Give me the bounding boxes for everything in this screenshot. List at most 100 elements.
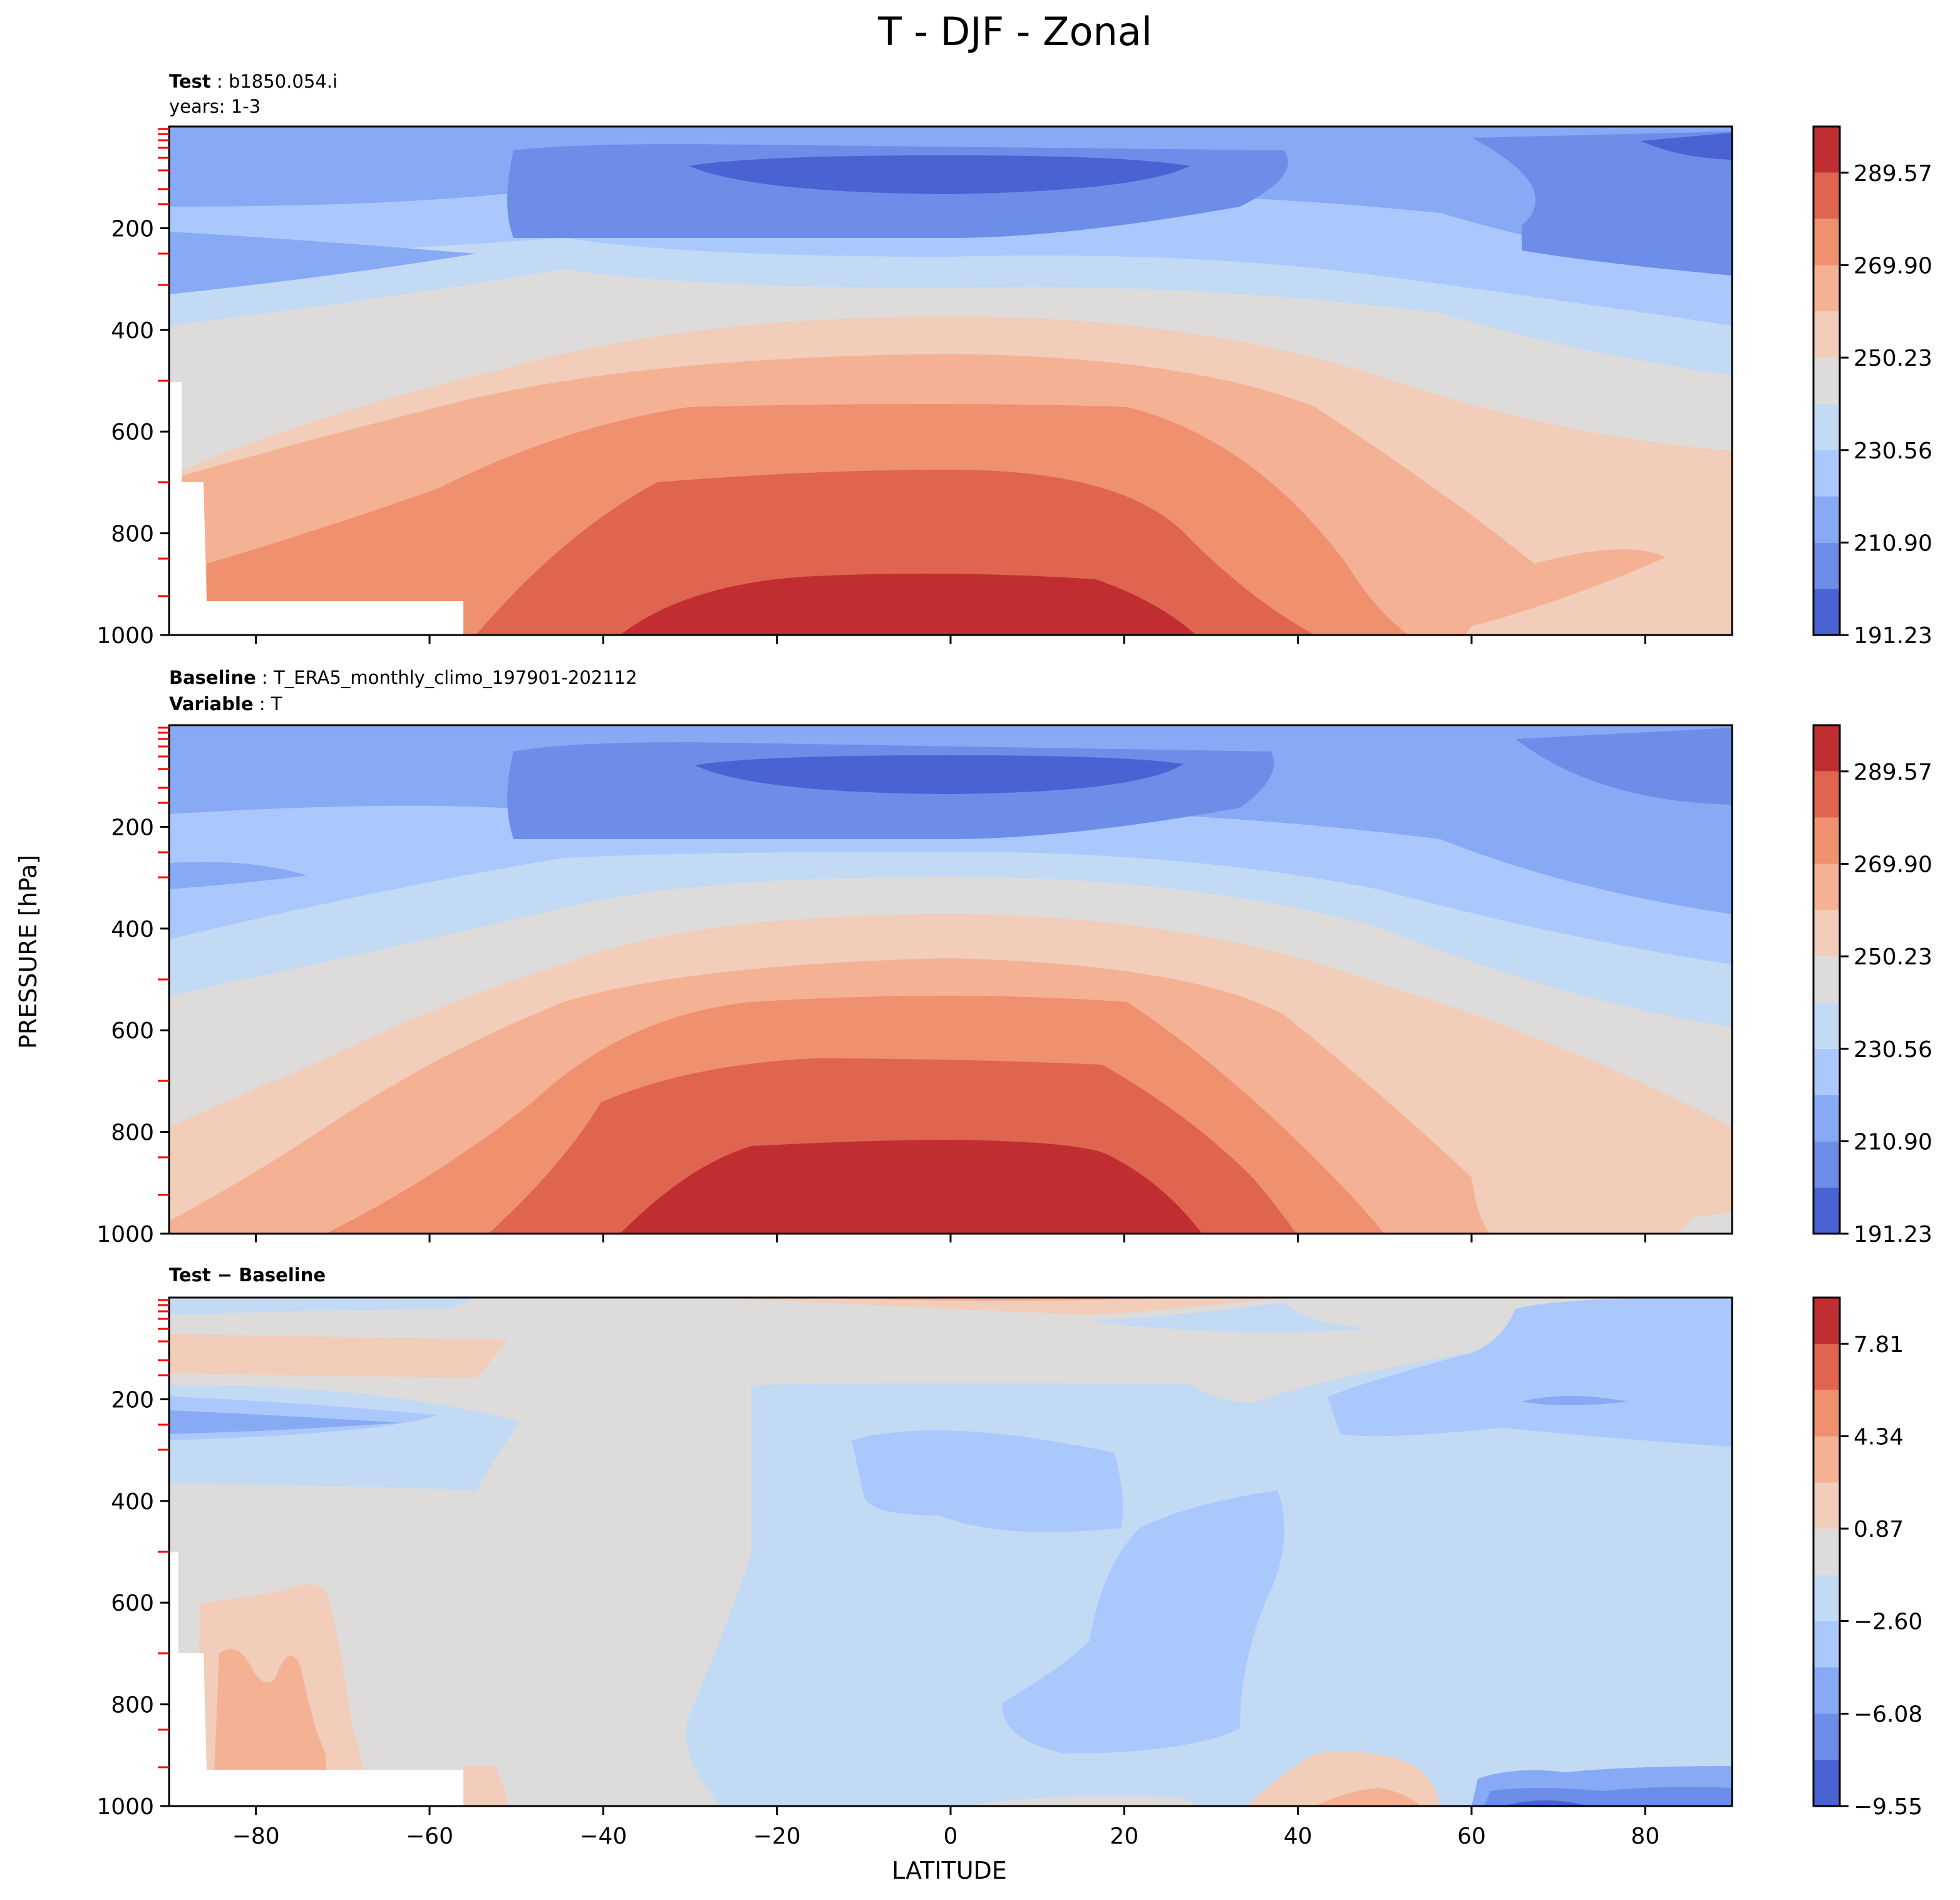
colorbar-segment: [1813, 1760, 1840, 1806]
colorbar-segment: [1813, 1343, 1840, 1390]
panel-test-header-line1: Test : b1850.054.i: [169, 71, 338, 92]
colorbar-segment: [1813, 1529, 1840, 1575]
colorbar-segment: [1813, 1436, 1840, 1483]
y-ticks-test: 200 400 600 800 1000: [96, 216, 169, 649]
band-pos-1: [169, 1334, 507, 1378]
x-tick-label: 40: [1284, 1824, 1313, 1849]
colorbar-tick-label: 0.87: [1854, 1517, 1904, 1542]
colorbar-segment: [1813, 403, 1840, 450]
band-cool-4c: [169, 232, 476, 294]
band-neg-3: [1522, 1396, 1628, 1405]
colorbar-segment: [1813, 172, 1840, 219]
colorbar-tick-label: 191.23: [1854, 623, 1932, 649]
colorbar-segment: [1813, 496, 1840, 543]
colorbar-segment: [1813, 358, 1840, 404]
colorbar-segment: [1813, 771, 1840, 818]
x-tick-label: 80: [1631, 1824, 1659, 1849]
band-neg-2: [852, 1430, 1123, 1532]
y-tick-label: 800: [111, 522, 154, 547]
band-neg-1d: [1090, 1303, 1378, 1333]
panel-difference-header: Test − Baseline: [169, 1264, 326, 1286]
colorbar-segment: [1813, 817, 1840, 864]
panel-test-header-sep: :: [211, 71, 229, 92]
band-cool-4b: [1515, 728, 1732, 805]
colorbar-segment: [1813, 1002, 1840, 1049]
colorbar-segment: [1813, 219, 1840, 266]
colorbar-segment: [1813, 265, 1840, 312]
colorbar-difference: −9.55 −6.08 −2.60 0.87 4.34 7.81: [1812, 1296, 1922, 1820]
panel-baseline: Baseline : T_ERA5_monthly_climo_197901-2…: [96, 667, 1932, 1247]
x-tick-label: −80: [232, 1824, 280, 1849]
colorbar-tick-label: 230.56: [1854, 1037, 1932, 1063]
band-warm-5: [620, 1140, 1202, 1234]
x-ticks-test: [255, 635, 1646, 644]
colorbar-segment: [1813, 1298, 1840, 1344]
colorbar-segment: [1813, 589, 1840, 635]
colorbar-tick-label: 4.34: [1854, 1424, 1904, 1450]
band-pos-1d: [463, 1766, 507, 1806]
colorbar-segment: [1813, 1141, 1840, 1188]
colorbar-tick-label: −9.55: [1854, 1794, 1922, 1820]
colorbar-frame: [1812, 125, 1841, 636]
panel-baseline-header-line2: Variable : T: [169, 693, 282, 715]
y-ticks-baseline: 200 400 600 800 1000: [96, 815, 169, 1247]
panel-baseline-header-sep: :: [256, 667, 274, 688]
y-axis-label: PRESSURE [hPa]: [14, 855, 42, 1049]
band-pos-2: [213, 1649, 326, 1806]
y-tick-label: 200: [111, 815, 154, 840]
panel-baseline-variable-sep: :: [254, 693, 271, 715]
panel-baseline-header-value: T_ERA5_monthly_climo_197901-202112: [273, 667, 637, 688]
band-neg-2b: [1002, 1490, 1285, 1753]
band-pos-2c: [1315, 1788, 1421, 1806]
colorbar-tick-label: 191.23: [1854, 1222, 1932, 1247]
colorbar-tick-label: 289.57: [1854, 161, 1932, 187]
contour-field-baseline: [169, 725, 1732, 1234]
colorbar-tick-label: −6.08: [1854, 1701, 1922, 1727]
x-tick-label: 0: [944, 1824, 958, 1849]
y-tick-label: 200: [111, 216, 154, 242]
red-ticks-difference: [158, 1299, 169, 1768]
contour-field-difference: [169, 1298, 1732, 1806]
y-tick-label: 400: [111, 1489, 154, 1515]
colorbar-segment: [1813, 1187, 1840, 1234]
red-ticks-baseline: [158, 726, 169, 1196]
colorbar-tick-label: 250.23: [1854, 346, 1932, 371]
colorbar-segment: [1813, 1095, 1840, 1142]
panel-test-header-bold: Test: [169, 71, 211, 92]
colorbar-test: 191.23 210.90 230.56 250.23 269.90 289.57: [1812, 125, 1932, 649]
panel-baseline-header-bold: Baseline: [169, 667, 256, 688]
colorbar-segment: [1813, 910, 1840, 957]
colorbar-segment: [1813, 311, 1840, 358]
x-tick-label: −20: [753, 1824, 801, 1849]
x-tick-label: 60: [1457, 1824, 1486, 1849]
colorbar-tick-label: 7.81: [1854, 1332, 1904, 1358]
y-tick-label: 800: [111, 1120, 154, 1146]
red-ticks-test: [158, 128, 169, 597]
band-cool-4c: [169, 862, 307, 889]
colorbar-frame: [1812, 1296, 1841, 1807]
missing-mask: [169, 1552, 463, 1806]
band-neg-surface-3: [1503, 1800, 1591, 1806]
colorbar-segment: [1813, 126, 1840, 173]
colorbar-segment: [1813, 864, 1840, 911]
colorbar-segment: [1813, 542, 1840, 589]
colorbar-segment: [1813, 1713, 1840, 1760]
panel-test-header-line2: years: 1-3: [169, 96, 260, 117]
y-tick-label: 600: [111, 1591, 154, 1616]
y-tick-label: 1000: [96, 1222, 154, 1247]
figure-title: T - DJF - Zonal: [877, 9, 1152, 54]
colorbar-segment: [1813, 956, 1840, 1003]
colorbar-segment: [1813, 1048, 1840, 1095]
colorbar-segment: [1813, 1667, 1840, 1714]
band-cool-4b: [1472, 132, 1732, 276]
colorbar-tick-label: −2.60: [1854, 1609, 1922, 1635]
panel-difference: Test − Baseline: [96, 1264, 1922, 1849]
x-ticks-baseline: [255, 1234, 1646, 1242]
x-tick-label: 20: [1110, 1824, 1138, 1849]
y-tick-label: 800: [111, 1693, 154, 1718]
panel-test: Test : b1850.054.i years: 1-3: [96, 71, 1932, 649]
band-cool-5b: [1641, 133, 1732, 160]
colorbar-frame: [1812, 724, 1841, 1235]
y-tick-label: 400: [111, 318, 154, 344]
band-cool-5: [695, 755, 1184, 794]
